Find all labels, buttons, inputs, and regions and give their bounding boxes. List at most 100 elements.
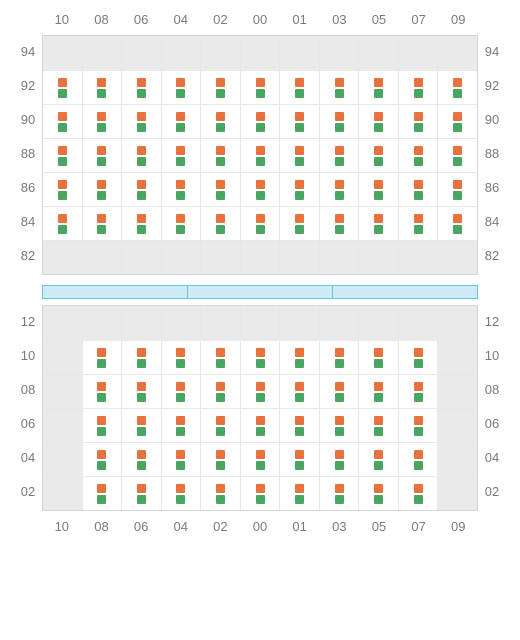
cell-empty[interactable] (437, 408, 477, 442)
cell-occupied[interactable] (398, 408, 438, 442)
cell-occupied[interactable] (121, 138, 161, 172)
cell-empty[interactable] (43, 374, 82, 408)
cell-occupied[interactable] (437, 104, 477, 138)
cell-occupied[interactable] (82, 442, 122, 476)
cell-empty[interactable] (279, 240, 319, 274)
cell-empty[interactable] (319, 240, 359, 274)
cell-occupied[interactable] (82, 206, 122, 240)
cell-empty[interactable] (437, 476, 477, 510)
cell-occupied[interactable] (82, 408, 122, 442)
cell-empty[interactable] (161, 36, 201, 70)
cell-occupied[interactable] (161, 442, 201, 476)
cell-empty[interactable] (43, 442, 82, 476)
cell-empty[interactable] (200, 240, 240, 274)
cell-empty[interactable] (82, 306, 122, 340)
cell-empty[interactable] (279, 306, 319, 340)
cell-occupied[interactable] (398, 70, 438, 104)
cell-occupied[interactable] (82, 374, 122, 408)
cell-occupied[interactable] (161, 408, 201, 442)
cell-empty[interactable] (121, 240, 161, 274)
cell-occupied[interactable] (121, 408, 161, 442)
cell-occupied[interactable] (279, 476, 319, 510)
cell-occupied[interactable] (121, 70, 161, 104)
cell-occupied[interactable] (319, 476, 359, 510)
cell-occupied[interactable] (437, 70, 477, 104)
cell-occupied[interactable] (43, 138, 82, 172)
cell-occupied[interactable] (279, 172, 319, 206)
cell-occupied[interactable] (161, 172, 201, 206)
cell-empty[interactable] (279, 36, 319, 70)
cell-empty[interactable] (121, 36, 161, 70)
cell-empty[interactable] (82, 240, 122, 274)
cell-occupied[interactable] (200, 172, 240, 206)
cell-occupied[interactable] (358, 104, 398, 138)
cell-occupied[interactable] (161, 104, 201, 138)
cell-empty[interactable] (358, 240, 398, 274)
cell-occupied[interactable] (43, 104, 82, 138)
cell-occupied[interactable] (121, 206, 161, 240)
cell-empty[interactable] (43, 306, 82, 340)
cell-occupied[interactable] (121, 104, 161, 138)
cell-occupied[interactable] (240, 442, 280, 476)
cell-empty[interactable] (200, 36, 240, 70)
cell-empty[interactable] (240, 240, 280, 274)
cell-occupied[interactable] (121, 442, 161, 476)
cell-occupied[interactable] (319, 374, 359, 408)
cell-occupied[interactable] (437, 206, 477, 240)
cell-empty[interactable] (43, 240, 82, 274)
cell-occupied[interactable] (200, 70, 240, 104)
cell-empty[interactable] (161, 240, 201, 274)
cell-empty[interactable] (358, 36, 398, 70)
cell-occupied[interactable] (200, 138, 240, 172)
cell-occupied[interactable] (240, 340, 280, 374)
cell-occupied[interactable] (200, 442, 240, 476)
cell-empty[interactable] (398, 36, 438, 70)
cell-occupied[interactable] (200, 408, 240, 442)
cell-occupied[interactable] (82, 172, 122, 206)
cell-occupied[interactable] (240, 374, 280, 408)
cell-occupied[interactable] (319, 172, 359, 206)
cell-empty[interactable] (200, 306, 240, 340)
cell-empty[interactable] (240, 36, 280, 70)
cell-occupied[interactable] (398, 104, 438, 138)
cell-empty[interactable] (437, 36, 477, 70)
cell-occupied[interactable] (358, 340, 398, 374)
cell-occupied[interactable] (437, 172, 477, 206)
cell-occupied[interactable] (82, 138, 122, 172)
cell-occupied[interactable] (279, 408, 319, 442)
cell-occupied[interactable] (82, 476, 122, 510)
cell-occupied[interactable] (161, 70, 201, 104)
cell-empty[interactable] (437, 306, 477, 340)
cell-occupied[interactable] (358, 172, 398, 206)
cell-empty[interactable] (43, 476, 82, 510)
cell-empty[interactable] (437, 374, 477, 408)
cell-occupied[interactable] (358, 206, 398, 240)
cell-empty[interactable] (240, 306, 280, 340)
cell-occupied[interactable] (121, 374, 161, 408)
cell-occupied[interactable] (398, 206, 438, 240)
cell-occupied[interactable] (121, 476, 161, 510)
cell-occupied[interactable] (358, 476, 398, 510)
cell-occupied[interactable] (43, 172, 82, 206)
cell-occupied[interactable] (398, 138, 438, 172)
cell-occupied[interactable] (279, 374, 319, 408)
cell-occupied[interactable] (398, 442, 438, 476)
cell-empty[interactable] (437, 442, 477, 476)
cell-occupied[interactable] (437, 138, 477, 172)
cell-empty[interactable] (43, 36, 82, 70)
cell-occupied[interactable] (398, 476, 438, 510)
cell-occupied[interactable] (319, 138, 359, 172)
cell-occupied[interactable] (240, 476, 280, 510)
cell-occupied[interactable] (319, 340, 359, 374)
cell-empty[interactable] (43, 408, 82, 442)
cell-occupied[interactable] (358, 374, 398, 408)
cell-occupied[interactable] (43, 70, 82, 104)
cell-occupied[interactable] (319, 408, 359, 442)
cell-occupied[interactable] (398, 172, 438, 206)
cell-occupied[interactable] (121, 340, 161, 374)
cell-occupied[interactable] (161, 374, 201, 408)
cell-occupied[interactable] (398, 340, 438, 374)
cell-occupied[interactable] (319, 104, 359, 138)
cell-occupied[interactable] (240, 172, 280, 206)
cell-empty[interactable] (319, 306, 359, 340)
